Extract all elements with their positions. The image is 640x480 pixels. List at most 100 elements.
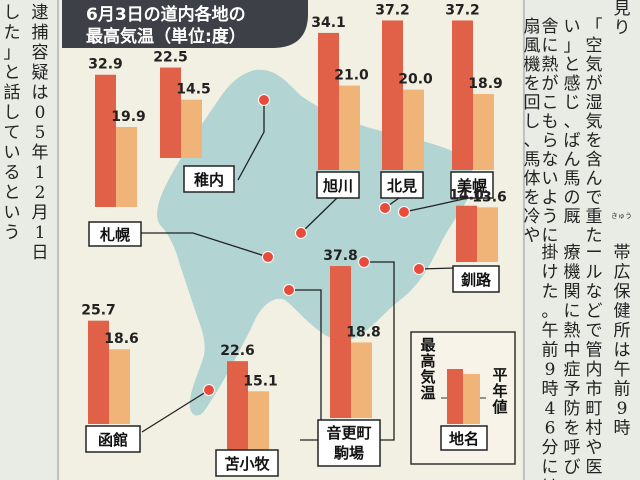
svg-text:容: 容 [32,43,49,63]
svg-text:高: 高 [420,352,435,370]
place-label-box [316,171,360,199]
place-label-box [452,265,500,293]
svg-text:内: 内 [586,360,603,380]
svg-text:「: 「 [586,17,603,37]
place-label: 札幌 [99,226,130,244]
svg-text:保: 保 [614,282,631,302]
svg-text:た: た [4,23,21,43]
legend: 最高気温 平年値 地名 [410,331,516,465]
value-normal: 15.1 [243,373,278,389]
svg-text:ル: ル [586,263,603,283]
svg-text:は: は [32,83,49,103]
svg-text:厩: 厩 [564,207,581,227]
svg-text:に: に [542,458,559,478]
svg-text:が: が [586,74,603,94]
bar-highest [160,67,181,158]
svg-text:こ: こ [542,93,559,113]
bar-highest [95,74,116,207]
place-label: 音更町 [326,424,371,442]
value-highest: 22.6 [220,343,255,359]
svg-text:び: び [564,458,581,478]
place-label: 駒場 [334,444,364,462]
place-label-box [85,425,141,453]
svg-text:気: 気 [586,112,603,132]
svg-text:や: や [524,226,541,246]
svg-text:前: 前 [614,380,631,400]
svg-text:所: 所 [614,321,631,341]
station-6: 25.7 18.6 函館 [81,303,141,453]
svg-text:医: 医 [586,458,603,478]
svg-text:と: と [4,183,21,203]
svg-text:値: 値 [491,398,507,416]
ruby-annotation: きゅう [611,212,632,220]
bar-normal [403,89,424,170]
svg-text:な: な [586,282,603,302]
place-label-box [215,449,279,477]
svg-text:冷: 冷 [524,207,541,227]
connector-sapporo [141,232,269,258]
svg-text:帯: 帯 [614,243,631,263]
svg-text:4: 4 [545,399,556,419]
svg-text:い: い [4,143,21,163]
station-7: 22.6 15.1 苫小牧 [215,343,279,477]
bar-normal [477,207,498,262]
svg-text:り: り [614,18,631,38]
svg-text:の: の [564,188,581,208]
svg-text:最: 最 [420,336,436,354]
svg-text:や: や [586,438,603,458]
svg-text:湿: 湿 [586,93,603,113]
svg-text:月: 月 [32,203,49,223]
svg-text:た: た [586,226,603,246]
svg-text:な: な [542,150,559,170]
place-label: 函館 [98,431,128,449]
bar-highest [330,266,351,418]
legend-highest-swatch [447,369,463,424]
svg-text:防: 防 [564,399,581,419]
svg-text:、: 、 [524,131,541,151]
location-dot [379,202,391,214]
svg-text:平: 平 [492,366,507,384]
svg-text:う: う [542,207,559,227]
place-label: 美幌 [457,177,487,195]
svg-text:6: 6 [545,419,556,439]
place-label: 稚内 [194,171,224,189]
svg-text:と: と [4,63,21,83]
svg-text:」: 」 [564,36,581,56]
location-dot [295,227,307,239]
legend-place-label: 地名 [449,430,479,448]
svg-text:る: る [4,163,21,183]
value-highest: 25.7 [81,303,116,319]
svg-text:け: け [542,263,559,283]
chart-title-line2: 最高気温（単位:度） [86,26,246,47]
svg-text:を: を [564,419,581,439]
place-label: 旭川 [322,177,353,195]
svg-text:気: 気 [420,368,435,386]
place-label-box [317,419,381,467]
svg-text:ん: ん [586,169,603,189]
svg-text:時: 時 [542,380,559,400]
bar-normal [181,99,202,158]
svg-text:中: 中 [564,341,581,361]
value-highest: 37.2 [375,2,410,18]
svg-text:前: 前 [542,341,559,361]
svg-text:広: 広 [614,263,631,283]
chart-title-line1: 6月3日の道内各地の [86,4,246,25]
place-label: 苫小牧 [224,455,270,473]
svg-text:含: 含 [586,150,603,170]
svg-text:管: 管 [586,341,603,361]
connector-bihoro [403,197,469,213]
svg-text:い: い [564,17,581,37]
bar-normal [339,85,360,170]
value-highest: 22.5 [153,50,188,66]
svg-text:熱: 熱 [564,321,581,341]
bar-highest [452,20,473,171]
legend-highest-text: 最高気温 [420,336,436,402]
place-label-box [88,221,142,247]
svg-text:た: た [542,282,559,302]
svg-text:0: 0 [35,103,46,123]
location-dot [283,284,295,296]
